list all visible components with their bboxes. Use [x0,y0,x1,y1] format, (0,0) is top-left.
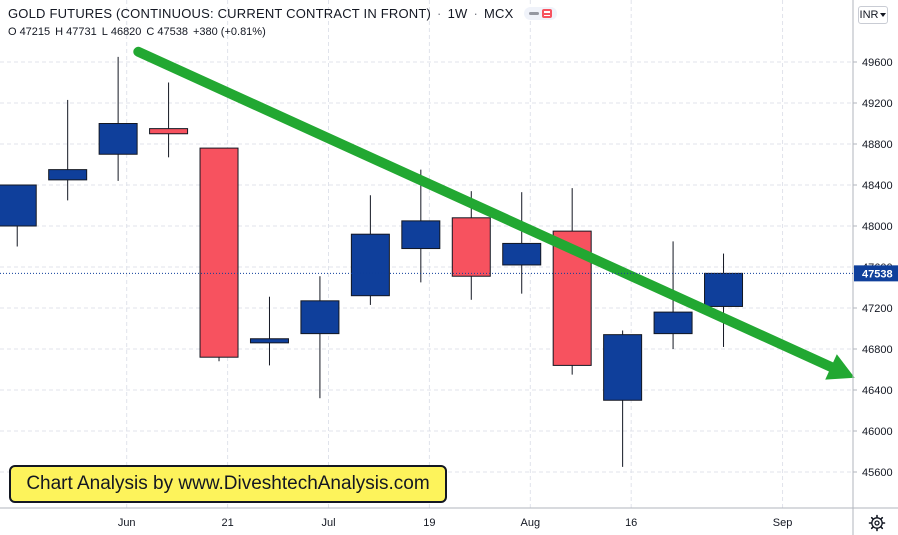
change-value: +380 (+0.81%) [192,26,266,38]
title-separator: · [437,6,442,21]
legend-controls[interactable] [523,7,557,20]
candle [199,147,239,362]
candle-body [149,128,189,135]
market-status-icon[interactable] [541,9,552,18]
title-separator: · [473,6,478,21]
last-price-label: 47538 [862,268,893,280]
minus-icon[interactable] [528,12,539,15]
candle [704,253,744,347]
candle-body [502,242,542,266]
last-price-tag [854,265,898,282]
gear-icon[interactable] [868,514,886,532]
y-tick-label: 46000 [862,426,893,438]
candle-body [653,311,693,335]
high-value: 47731 [66,26,97,38]
candle [350,195,390,305]
high-label: H [55,26,64,38]
exchange-label: MCX [484,6,514,21]
candle [149,82,189,158]
y-tick-label: 47200 [862,303,893,315]
y-tick-label: 46400 [862,385,893,397]
candle-body [300,300,340,335]
watermark-banner: Chart Analysis by www.DiveshtechAnalysis… [9,465,447,503]
x-tick-label: 19 [423,517,435,529]
trendline-arrowhead [825,354,855,380]
close-label: C [146,26,155,38]
currency-label: INR [859,9,879,21]
candle [451,191,491,300]
y-tick-label: 45600 [862,467,893,479]
candle [98,56,138,181]
candle-body [401,220,441,250]
candle-body [451,217,491,277]
candle-body [98,123,138,155]
candle [552,188,592,375]
candle [603,330,643,467]
y-tick-label: 48400 [862,180,893,192]
candle [249,296,289,366]
trendline [133,46,855,380]
x-tick-label: 21 [221,517,233,529]
candle-body [603,334,643,401]
open-value: 47215 [19,26,51,38]
candle [48,99,88,201]
candle [401,169,441,283]
low-value: 46820 [110,26,142,38]
open-label: O [8,26,17,38]
chevron-down-icon [880,13,887,17]
candle-body [199,147,239,358]
x-tick-label: 16 [625,517,637,529]
currency-selector[interactable]: INR [858,6,888,24]
symbol-title[interactable]: GOLD FUTURES (CONTINUOUS: CURRENT CONTRA… [8,6,432,21]
candle-body [48,169,88,181]
x-tick-label: Jun [118,517,136,529]
low-label: L [101,26,108,38]
candle-body [0,184,37,227]
close-value: 47538 [157,26,188,38]
y-tick-label: 46800 [862,344,893,356]
candle-body [704,272,744,307]
x-tick-label: Aug [521,517,541,529]
y-tick-label: 49200 [862,98,893,110]
ohlc-values: O 47215 H 47731 L 46820 C 47538 +380 (+0.81%… [8,26,557,38]
y-tick-label: 49600 [862,57,893,69]
x-tick-label: Jul [321,517,335,529]
trendline-shaft [133,46,837,372]
x-tick-label: Sep [773,517,793,529]
y-tick-label: 48000 [862,221,893,233]
candle [502,192,542,294]
candle-body [249,338,289,344]
chart-grid [0,0,853,508]
y-tick-label: 48800 [862,139,893,151]
banner-text: Chart Analysis by www.DiveshtechAnalysis… [26,473,430,494]
candle-body [350,233,390,297]
title-row: GOLD FUTURES (CONTINUOUS: CURRENT CONTRA… [8,6,557,21]
chart-header: GOLD FUTURES (CONTINUOUS: CURRENT CONTRA… [8,6,557,38]
candle [0,184,37,247]
interval-label[interactable]: 1W [447,6,468,21]
candle [300,276,340,399]
